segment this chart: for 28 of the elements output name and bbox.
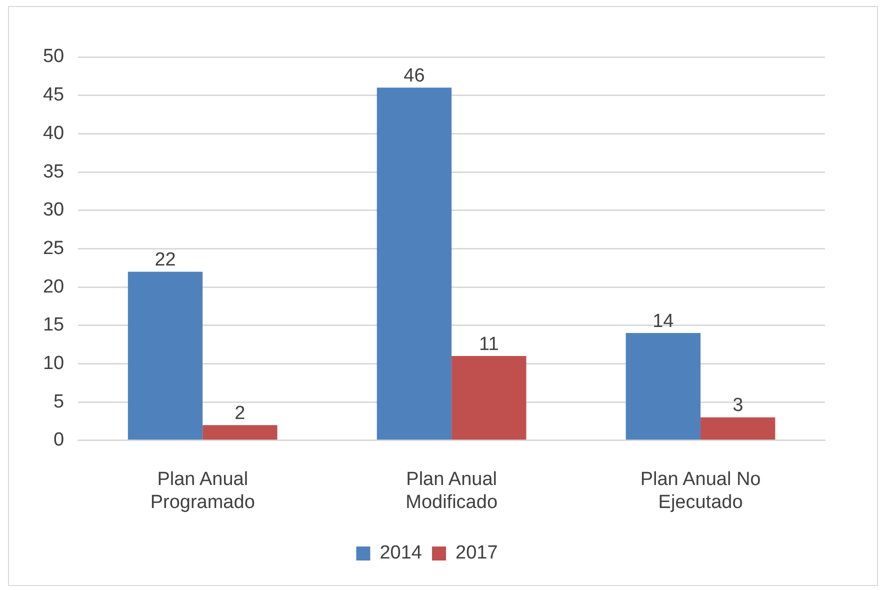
- y-tick-label: 10: [42, 352, 64, 374]
- data-label: 11: [479, 334, 499, 355]
- bar: [202, 425, 278, 440]
- data-label: 3: [732, 395, 744, 416]
- data-label: 14: [652, 310, 674, 332]
- bar: [700, 417, 776, 440]
- y-tick-label: 0: [54, 430, 64, 451]
- legend-label: 2014: [380, 542, 422, 564]
- data-label: 22: [154, 249, 176, 270]
- bar: [376, 88, 452, 440]
- y-tick-label: 35: [42, 161, 64, 182]
- bar: [626, 333, 701, 440]
- y-tick-label: 5: [54, 391, 64, 412]
- y-tick-label: 25: [42, 238, 64, 259]
- data-label: 46: [404, 65, 425, 86]
- y-tick-label: 45: [42, 84, 64, 106]
- x-tick-label: Plan Anual No Ejecutado: [640, 469, 761, 513]
- x-tick-label: Plan Anual Modificado: [406, 469, 498, 513]
- y-tick-label: 15: [42, 314, 64, 336]
- x-tick-label: Plan Anual Programado: [150, 469, 255, 513]
- y-tick-label: 40: [42, 122, 64, 144]
- y-tick-label: 20: [42, 276, 64, 298]
- bar: [452, 356, 526, 440]
- y-tick-label: 50: [42, 46, 64, 68]
- y-tick-label: 30: [42, 200, 64, 221]
- bar: [128, 272, 203, 440]
- data-label: 2: [234, 402, 246, 424]
- legend-label: 2017: [456, 542, 498, 564]
